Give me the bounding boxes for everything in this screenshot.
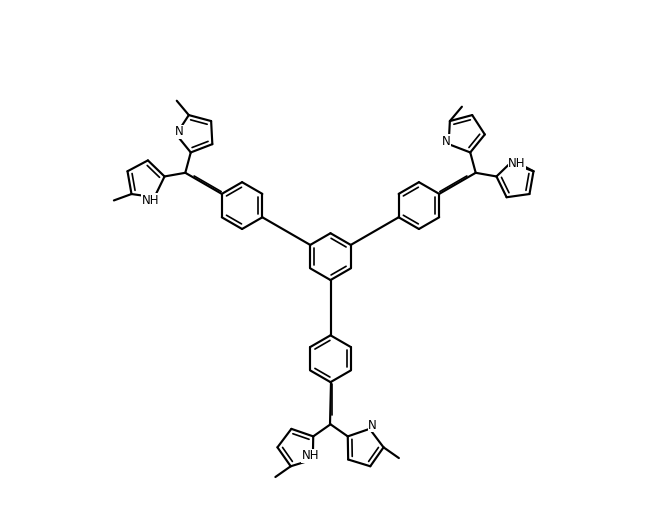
Text: N: N bbox=[175, 125, 183, 138]
Text: NH: NH bbox=[508, 157, 525, 170]
Text: NH: NH bbox=[301, 449, 319, 462]
Text: NH: NH bbox=[142, 194, 159, 206]
Text: N: N bbox=[368, 419, 377, 431]
Text: N: N bbox=[442, 135, 450, 148]
